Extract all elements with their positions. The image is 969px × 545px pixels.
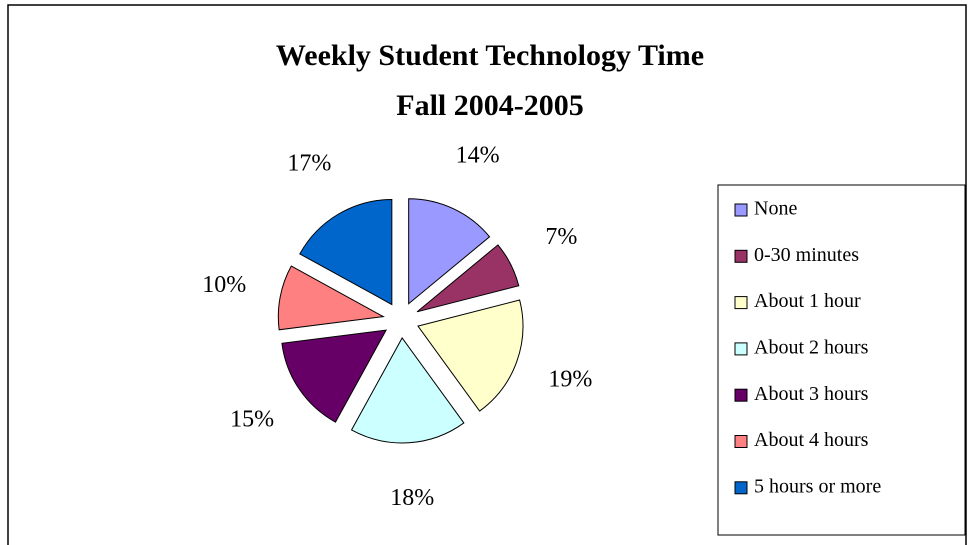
chart-title: Weekly Student Technology Time — [276, 39, 704, 72]
pie-slice — [299, 199, 393, 306]
legend-swatch — [734, 296, 748, 310]
legend-box — [717, 184, 966, 536]
pie-slice — [281, 329, 388, 423]
pie-slice — [417, 299, 524, 412]
slice-label: 17% — [287, 151, 331, 177]
legend-label: About 4 hours — [754, 429, 869, 451]
pie-slice — [277, 265, 385, 331]
legend-label: About 1 hour — [754, 290, 861, 312]
slice-label: 7% — [545, 224, 577, 250]
slice-label: 15% — [230, 407, 274, 433]
pie-slice — [408, 198, 491, 305]
legend-label: 0-30 minutes — [754, 244, 859, 266]
slice-label: 14% — [456, 143, 500, 169]
slice-label: 19% — [548, 366, 592, 392]
legend-swatch — [734, 203, 748, 217]
legend-label: None — [754, 198, 797, 220]
legend-swatch — [734, 481, 748, 495]
legend-swatch — [734, 342, 748, 356]
legend-swatch — [734, 435, 748, 448]
pie-slice — [350, 337, 465, 444]
legend-swatch — [734, 249, 748, 263]
legend-label: 5 hours or more — [754, 475, 881, 497]
slice-label: 18% — [390, 485, 434, 511]
slice-label: 10% — [202, 272, 246, 298]
chart-subtitle: Fall 2004-2005 — [396, 89, 584, 122]
legend-label: About 3 hours — [754, 383, 869, 405]
legend-label: About 2 hours — [754, 336, 869, 358]
legend-swatch — [734, 388, 748, 402]
pie-slice — [416, 244, 520, 313]
